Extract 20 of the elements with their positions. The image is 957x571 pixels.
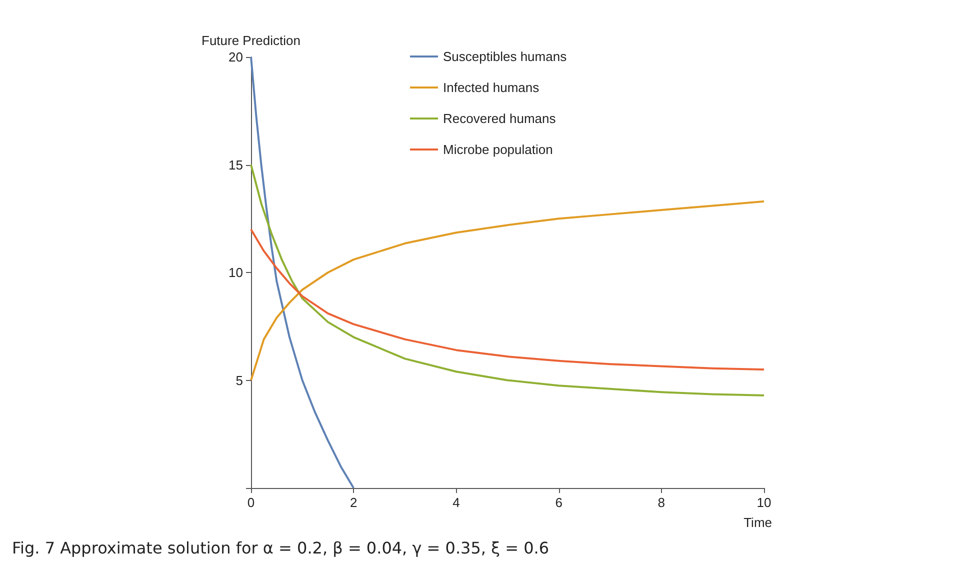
line-series [250,164,765,396]
y-tick-label: 15 [228,157,243,172]
legend-label: Susceptibles humans [443,49,568,64]
caption: Fig. 7 Approximate solution for α = 0.2, β = 0.04, γ = 0.35, ξ = 0.6 [12,538,550,558]
line-series [250,228,765,370]
x-tick-label: 6 [555,495,562,510]
y-tick-label: 10 [228,265,243,280]
line-series [250,200,765,382]
x-tick-label: 2 [350,495,358,510]
x-axis-title: Time [744,515,772,530]
x-tick-label: 0 [247,495,255,510]
x-tick-label: 4 [452,495,460,510]
y-tick-label: 5 [236,372,243,388]
legend-label: Recovered humans [443,111,556,126]
legend-label: Infected humans [443,80,540,95]
legend-label: Microbe population [443,142,553,157]
x-tick-label: 8 [658,495,666,510]
y-axis-title: Future Prediction [202,33,300,48]
y-tick-label: 20 [228,50,243,64]
x-tick-label: 10 [756,495,772,510]
